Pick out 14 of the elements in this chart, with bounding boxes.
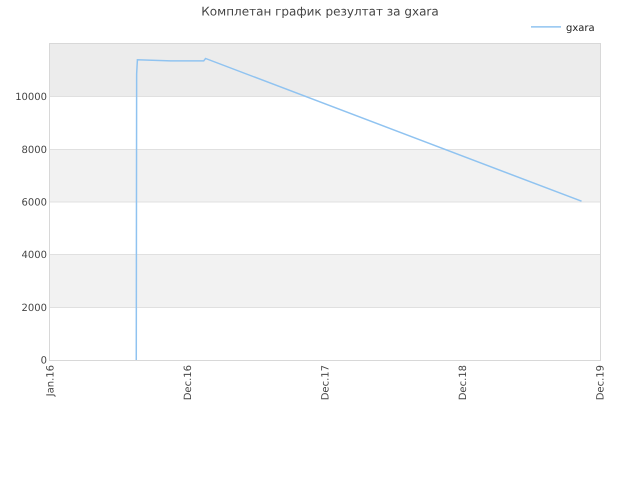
y-tick-label: 6000 bbox=[22, 198, 47, 208]
y-tick-label: 8000 bbox=[22, 144, 47, 156]
y-tick-label: 10000 bbox=[15, 92, 47, 104]
x-tick-label: Jan.16 bbox=[45, 365, 56, 398]
x-tick-label: Dec.18 bbox=[458, 365, 469, 400]
legend-label: gxara bbox=[566, 22, 595, 34]
y-tick-label: 2000 bbox=[22, 302, 47, 314]
y-tick-label: 0 bbox=[40, 356, 47, 366]
x-tick-label: Dec.16 bbox=[182, 365, 194, 400]
x-tick-label: Dec.17 bbox=[320, 365, 332, 400]
x-tick-label: Dec.19 bbox=[595, 365, 606, 400]
line-series bbox=[136, 58, 582, 360]
chart-title: Комплетан график резултат за gxara bbox=[201, 4, 439, 19]
y-tick-label: 4000 bbox=[22, 250, 47, 262]
